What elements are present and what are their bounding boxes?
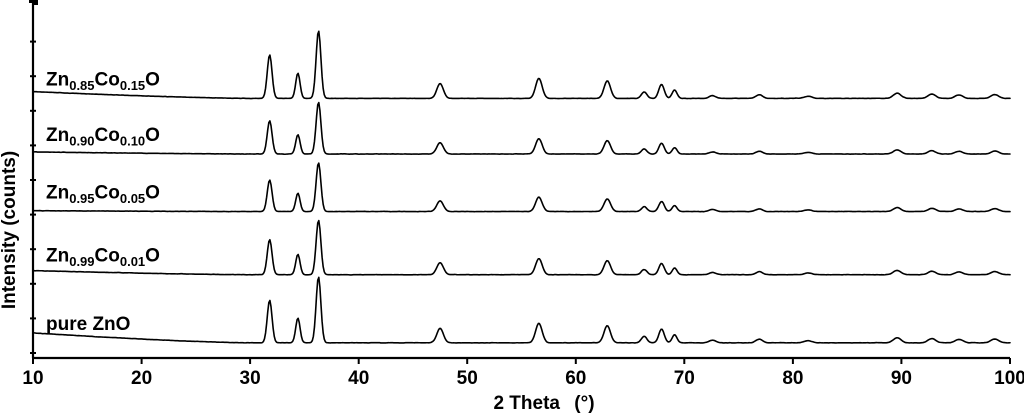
svg-text:10: 10 (22, 368, 43, 389)
svg-text:Intensity (counts): Intensity (counts) (0, 151, 20, 309)
svg-text:Zn0.99Co0.01O: Zn0.99Co0.01O (46, 246, 160, 270)
svg-text:60: 60 (565, 368, 586, 389)
svg-text:40: 40 (348, 368, 369, 389)
svg-text:70: 70 (674, 368, 695, 389)
svg-text:80: 80 (782, 368, 803, 389)
svg-text:Zn0.90Co0.10O: Zn0.90Co0.10O (46, 125, 160, 149)
svg-text:50: 50 (457, 368, 478, 389)
svg-text:100: 100 (994, 368, 1024, 389)
svg-text:Zn0.95Co0.05O: Zn0.95Co0.05O (46, 183, 160, 207)
svg-text:Zn0.85Co0.15O: Zn0.85Co0.15O (46, 69, 160, 93)
svg-text:30: 30 (240, 368, 261, 389)
svg-text:20: 20 (131, 368, 152, 389)
svg-text:2 Theta (°): 2 Theta (°) (493, 393, 594, 414)
svg-text:pure ZnO: pure ZnO (46, 314, 130, 335)
svg-text:90: 90 (891, 368, 912, 389)
